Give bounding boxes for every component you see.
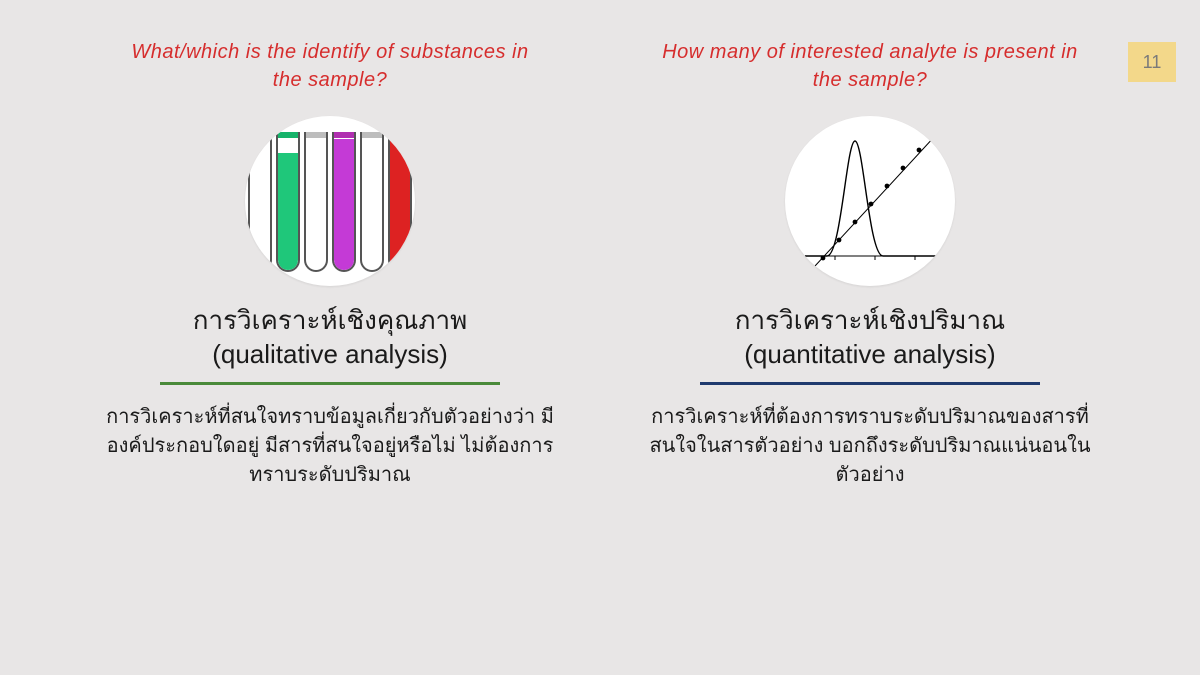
qualitative-heading-en: (qualitative analysis) bbox=[193, 338, 467, 372]
qualitative-column: What/which is the identify of substances… bbox=[60, 30, 600, 675]
two-column-layout: What/which is the identify of substances… bbox=[0, 0, 1200, 675]
test-tube bbox=[276, 132, 300, 272]
test-tube bbox=[388, 132, 412, 272]
page-number-badge: 11 bbox=[1128, 42, 1176, 82]
peak-curve-illustration bbox=[785, 116, 955, 286]
quantitative-question: How many of interested analyte is presen… bbox=[660, 38, 1080, 94]
test-tubes-illustration bbox=[245, 116, 415, 286]
qualitative-divider bbox=[160, 382, 500, 385]
quantitative-heading-en: (quantitative analysis) bbox=[735, 338, 1005, 372]
test-tube bbox=[248, 132, 272, 272]
quantitative-description: การวิเคราะห์ที่ต้องการทราบระดับปริมาณของ… bbox=[635, 403, 1105, 490]
qualitative-heading-thai: การวิเคราะห์เชิงคุณภาพ bbox=[193, 304, 467, 338]
test-tube bbox=[304, 132, 328, 272]
qualitative-question: What/which is the identify of substances… bbox=[120, 38, 540, 94]
qualitative-description: การวิเคราะห์ที่สนใจทราบข้อมูลเกี่ยวกับตั… bbox=[95, 403, 565, 490]
quantitative-heading-thai: การวิเคราะห์เชิงปริมาณ bbox=[735, 304, 1005, 338]
test-tube bbox=[360, 132, 384, 272]
peak-curve-svg bbox=[785, 116, 955, 286]
qualitative-heading: การวิเคราะห์เชิงคุณภาพ (qualitative anal… bbox=[193, 304, 467, 372]
quantitative-column: How many of interested analyte is presen… bbox=[600, 30, 1140, 675]
page-number: 11 bbox=[1143, 52, 1162, 73]
quantitative-divider bbox=[700, 382, 1040, 385]
test-tube bbox=[332, 132, 356, 272]
quantitative-heading: การวิเคราะห์เชิงปริมาณ (quantitative ana… bbox=[735, 304, 1005, 372]
